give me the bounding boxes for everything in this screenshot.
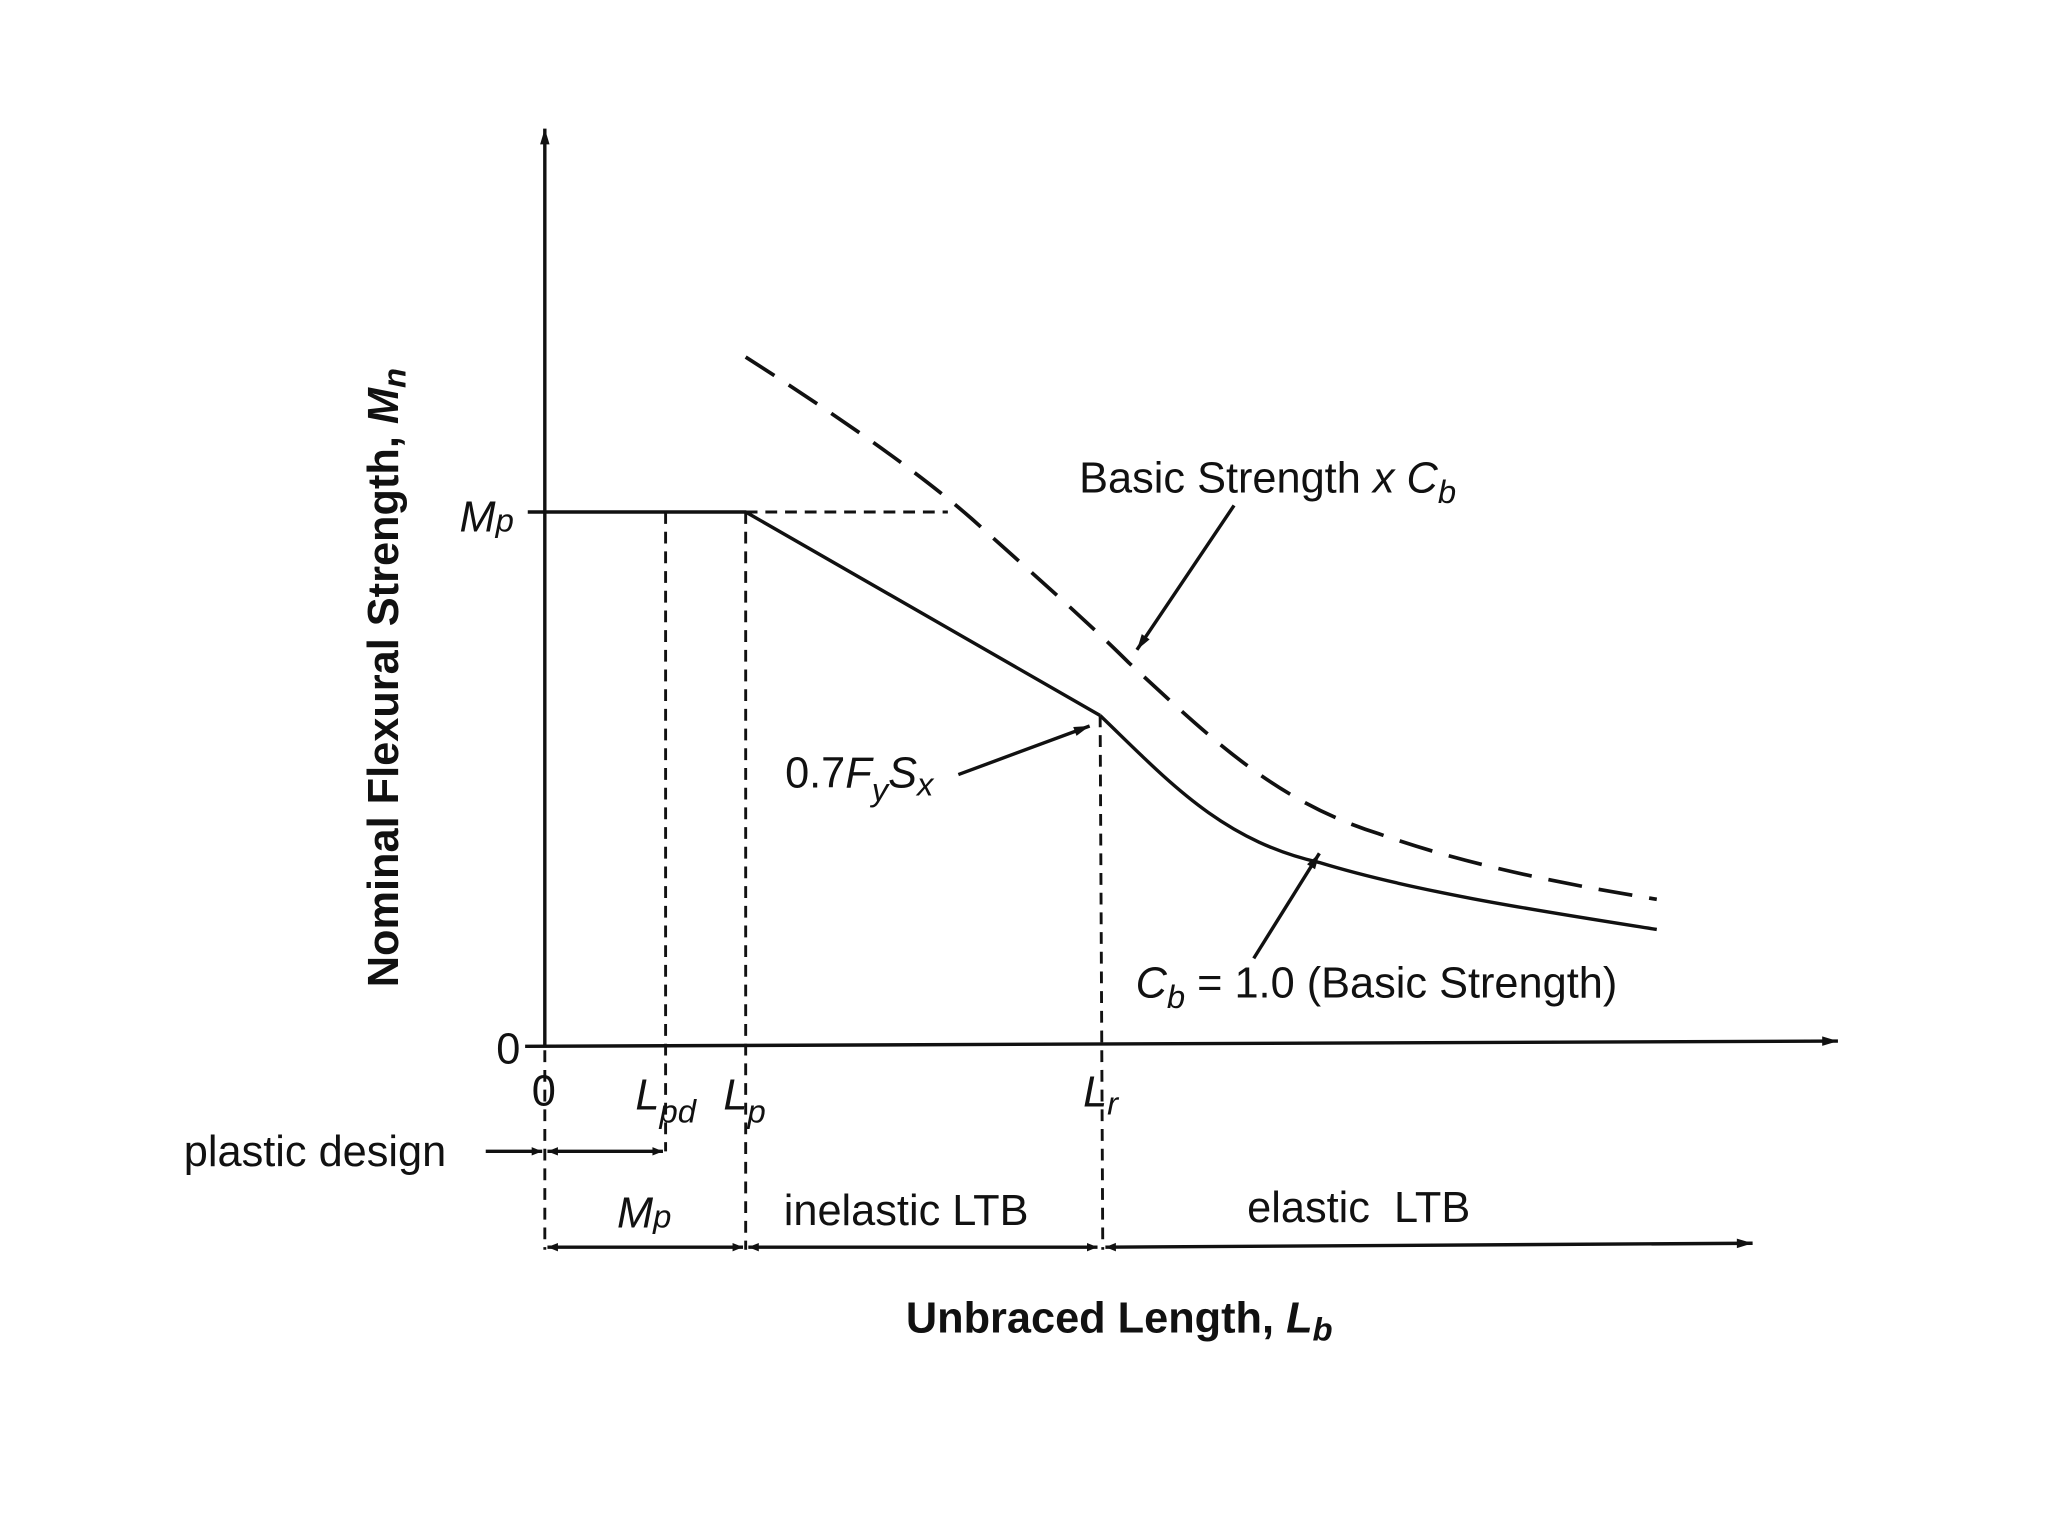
lr-guide [1098,715,1105,1250]
zone-label: elastic LTB [1247,1184,1470,1232]
text: Unbraced Length, [906,1295,1286,1343]
x-tick-label: Lpd [635,1071,697,1129]
text: pd [658,1092,697,1129]
text: S [888,750,917,798]
text: r [1107,1085,1120,1122]
x-axis-label: Unbraced Length, Lb [906,1295,1333,1348]
x-tick-label: Lp [723,1071,765,1129]
text: L [635,1071,659,1119]
text: F [845,750,874,798]
text [1395,454,1407,502]
text: 0.7 [785,750,845,798]
x-tick-label: 0 [532,1067,556,1115]
text: M [459,494,496,542]
text: n [376,368,413,388]
text: p [495,502,514,539]
leader [1135,504,1236,651]
x-axis [525,1036,1838,1049]
x-tick-label: Lr [1083,1069,1120,1122]
text: M [617,1189,654,1237]
leader [1252,852,1321,960]
text: L [1286,1295,1312,1343]
text: Basic Strength [1079,454,1373,502]
cb-strength-curve [744,355,1658,902]
leader [957,724,1091,777]
text: Nominal Flexural Strength, [360,424,408,987]
text: = 1.0 (Basic Strength) [1185,960,1617,1008]
text: b [1167,978,1185,1015]
text: b [1313,1310,1333,1347]
text: C [1407,454,1439,502]
text: L [723,1071,747,1119]
text: p [652,1197,671,1234]
text: L [1083,1069,1107,1117]
text: M [360,387,408,424]
basic-strength-linear [544,510,1101,717]
y-tick-label: Mp [459,494,513,542]
zone-label: Mp [617,1189,671,1237]
text: x [1371,454,1396,502]
text: b [1438,473,1456,510]
basic-strength-curve [1098,714,1658,932]
zone-label: inelastic LTB [784,1187,1029,1235]
y-tick-label: 0 [496,1025,520,1073]
y-axis-label: Nominal Flexural Strength, Mn [360,368,413,987]
annotation: 0.7FySx [785,750,935,808]
text: C [1136,960,1168,1008]
zone-label: plastic design [184,1128,446,1176]
arrow [1105,1238,1753,1252]
annotation: Basic Strength x Cb [1079,454,1456,510]
text: p [746,1092,765,1129]
text: y [870,771,891,808]
annotation: Cb = 1.0 (Basic Strength) [1136,960,1618,1016]
text: x [915,766,935,803]
